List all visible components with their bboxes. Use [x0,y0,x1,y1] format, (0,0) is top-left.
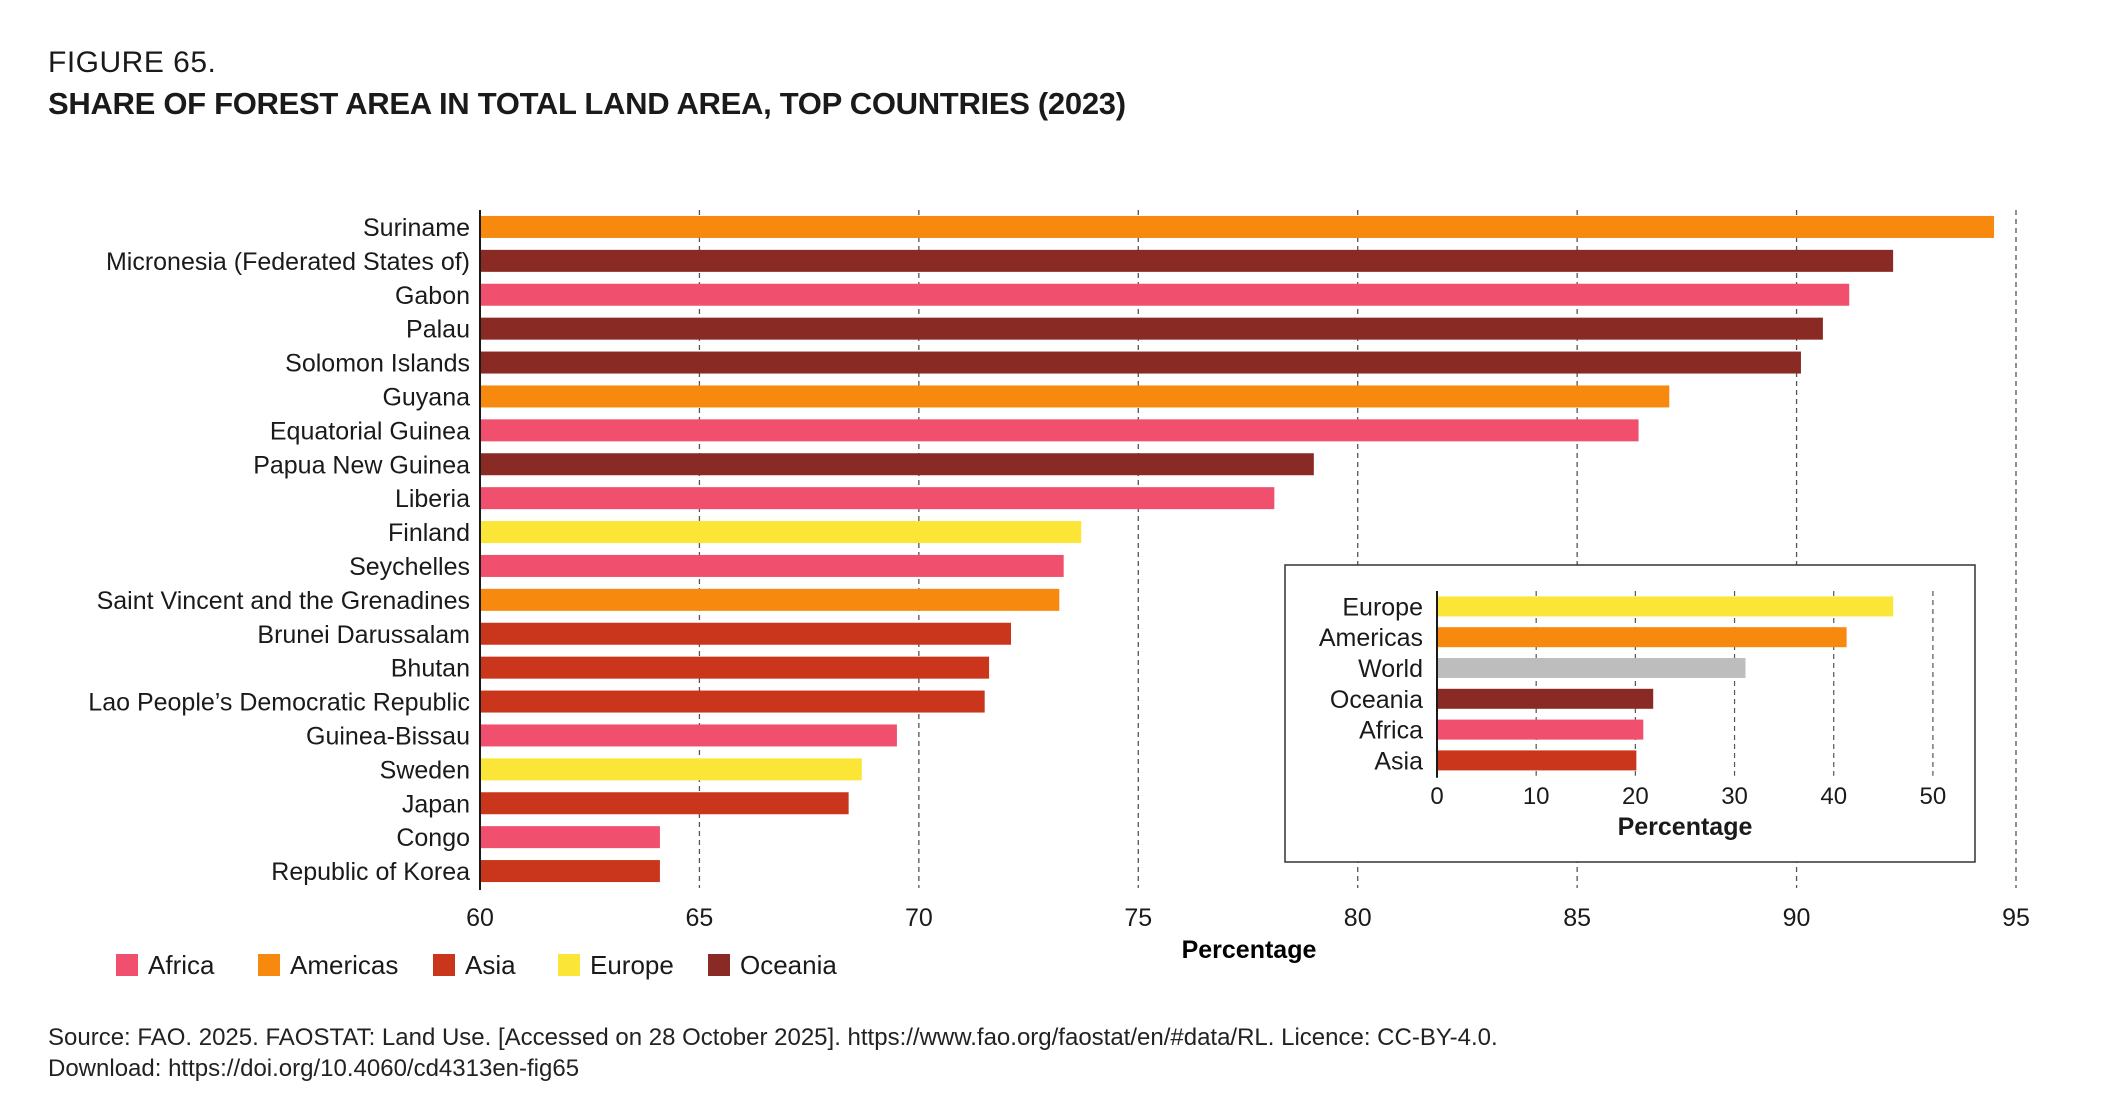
inset-bar-asia [1437,750,1637,771]
main-tick-labels: 60 65 70 75 80 85 90 95 [466,904,2030,932]
legend-item-asia: Asia [433,950,516,980]
bar-sweden [480,758,862,781]
inset-bar-americas [1437,627,1847,648]
legend-swatch-africa [116,954,138,976]
bar-solomon-islands [480,351,1801,374]
category-label-congo: Congo [396,824,470,852]
legend-item-africa: Africa [116,950,215,980]
tick-label-80: 80 [1344,904,1372,932]
bar-gabon [480,283,1850,306]
bar-liberia [480,487,1275,510]
category-label-solomon-islands: Solomon Islands [285,350,470,378]
legend-swatch-europe [558,954,580,976]
bar-suriname [480,215,1995,238]
forest-area-chart: Suriname Micronesia (Federated States of)… [88,210,2030,980]
category-label-liberia: Liberia [395,485,470,513]
inset-category-label-oceania: Oceania [1330,686,1423,714]
inset-bar-europe [1437,596,1894,617]
legend-swatch-americas [258,954,280,976]
inset-category-label-africa: Africa [1359,717,1423,745]
inset-tick-label-40: 40 [1820,783,1847,810]
category-label-japan: Japan [402,790,470,818]
inset-category-label-asia: Asia [1374,747,1423,775]
category-label-finland: Finland [388,519,470,547]
inset-tick-label-20: 20 [1622,783,1649,810]
legend-label-asia: Asia [465,950,516,980]
legend-label-africa: Africa [148,950,215,980]
legend-item-oceania: Oceania [708,950,837,980]
figure-title: SHARE OF FOREST AREA IN TOTAL LAND AREA,… [48,86,1126,121]
tick-label-75: 75 [1124,904,1152,932]
category-label-lao-people-s-democratic-republic: Lao People’s Democratic Republic [88,689,470,717]
category-label-papua-new-guinea: Papua New Guinea [253,451,470,479]
bar-guyana [480,385,1670,408]
category-label-gabon: Gabon [395,282,470,310]
legend-swatch-oceania [708,954,730,976]
inset-tick-label-10: 10 [1523,783,1550,810]
legend-label-oceania: Oceania [740,950,837,980]
source-line: Source: FAO. 2025. FAOSTAT: Land Use. [A… [48,1024,1498,1051]
bar-congo [480,826,660,849]
inset-category-label-europe: Europe [1342,593,1423,621]
tick-label-95: 95 [2002,904,2030,932]
category-label-brunei-darussalam: Brunei Darussalam [257,621,470,649]
inset-x-axis-label: Percentage [1618,813,1753,841]
bar-guinea-bissau [480,724,897,747]
legend-label-americas: Americas [290,950,398,980]
bar-brunei-darussalam [480,622,1012,645]
category-label-micronesia-federated-states-of: Micronesia (Federated States of) [106,248,470,276]
bar-lao-people-s-democratic-republic [480,690,985,713]
bar-equatorial-guinea [480,419,1639,442]
tick-label-65: 65 [686,904,714,932]
category-label-seychelles: Seychelles [349,553,470,581]
bar-micronesia-federated-states-of [480,249,1894,272]
legend-item-europe: Europe [558,950,674,980]
category-label-bhutan: Bhutan [391,655,470,683]
category-label-equatorial-guinea: Equatorial Guinea [270,417,470,445]
bar-saint-vincent-and-the-grenadines [480,588,1060,611]
legend-item-americas: Americas [258,950,398,980]
legend-swatch-asia [433,954,455,976]
main-bars [480,215,1995,883]
inset-bar-world [1437,658,1746,678]
inset-category-label-world: World [1358,655,1423,683]
inset-tick-label-50: 50 [1920,783,1947,810]
source-note: Source: FAO. 2025. FAOSTAT: Land Use. [A… [48,1022,1498,1084]
category-label-palau: Palau [406,316,470,344]
inset-tick-label-30: 30 [1721,783,1748,810]
tick-label-70: 70 [905,904,933,932]
inset-bar-africa [1437,719,1644,740]
category-label-guinea-bissau: Guinea-Bissau [306,722,470,750]
bar-palau [480,317,1823,340]
download-line: Download: https://doi.org/10.4060/cd4313… [48,1055,580,1082]
bar-republic-of-korea [480,860,660,883]
bar-seychelles [480,554,1064,577]
figure-number: FIGURE 65. [48,46,217,79]
inset-bar-oceania [1437,688,1654,709]
legend-label-europe: Europe [590,950,674,980]
category-label-saint-vincent-and-the-grenadines: Saint Vincent and the Grenadines [97,587,470,615]
tick-label-85: 85 [1563,904,1591,932]
category-label-guyana: Guyana [382,383,470,411]
bar-bhutan [480,656,990,679]
inset-tick-label-0: 0 [1430,783,1443,810]
main-category-labels: Suriname Micronesia (Federated States of)… [88,214,470,886]
legend: Africa Americas Asia Europe Oceania [116,950,837,980]
tick-label-90: 90 [1783,904,1811,932]
bar-japan [480,792,849,815]
inset-category-label-americas: Americas [1319,624,1423,652]
bar-papua-new-guinea [480,453,1314,476]
category-label-suriname: Suriname [363,214,470,242]
category-label-sweden: Sweden [380,756,470,784]
tick-label-60: 60 [466,904,494,932]
bar-finland [480,521,1082,544]
main-x-axis-label: Percentage [1182,936,1317,964]
category-label-republic-of-korea: Republic of Korea [271,858,470,886]
